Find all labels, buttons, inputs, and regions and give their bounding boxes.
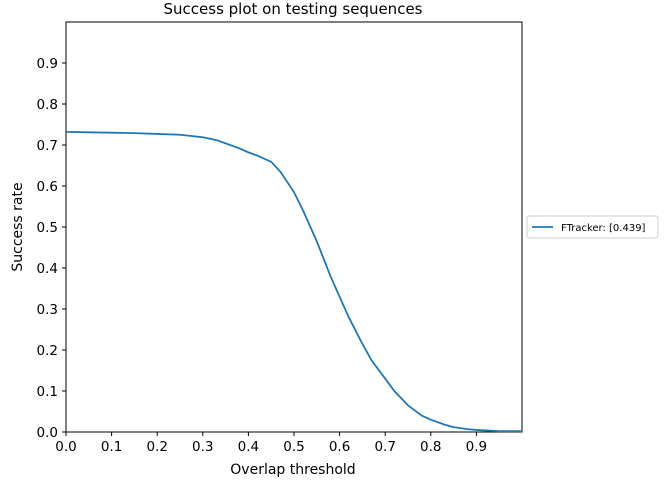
x-tick-label: 0.2	[146, 439, 167, 455]
y-tick-label: 0.4	[37, 261, 58, 277]
x-tick-label: 0.7	[374, 439, 395, 455]
y-tick-label: 0.7	[37, 138, 58, 154]
x-tick-label: 0.1	[101, 439, 122, 455]
x-tick-label: 0.6	[329, 439, 350, 455]
y-tick-label: 0.3	[37, 302, 58, 318]
y-tick-label: 0.0	[37, 425, 58, 441]
y-tick-label: 0.9	[37, 56, 58, 72]
y-tick-label: 0.5	[37, 220, 58, 236]
y-tick-label: 0.2	[37, 343, 58, 359]
x-tick-label: 0.0	[55, 439, 76, 455]
x-axis-label: Overlap threshold	[230, 462, 355, 478]
y-tick-label: 0.1	[37, 384, 58, 400]
chart-title: Success plot on testing sequences	[164, 0, 423, 18]
x-tick-label: 0.5	[283, 439, 304, 455]
y-tick-label: 0.6	[37, 179, 58, 195]
x-tick-label: 0.3	[192, 439, 213, 455]
series-line-ftracker	[65, 130, 522, 433]
x-tick-label: 0.4	[238, 439, 259, 455]
legend-entry-ftracker: FTracker: [0.439]	[561, 223, 646, 234]
y-tick-label: 0.8	[37, 97, 58, 113]
legend-box	[526, 215, 659, 239]
plot-area-frame	[65, 21, 523, 433]
y-axis-label: Success rate	[10, 182, 26, 271]
legend: FTracker: [0.439]	[526, 215, 659, 239]
x-tick-label: 0.8	[420, 439, 441, 455]
x-tick-label: 0.9	[466, 439, 487, 455]
